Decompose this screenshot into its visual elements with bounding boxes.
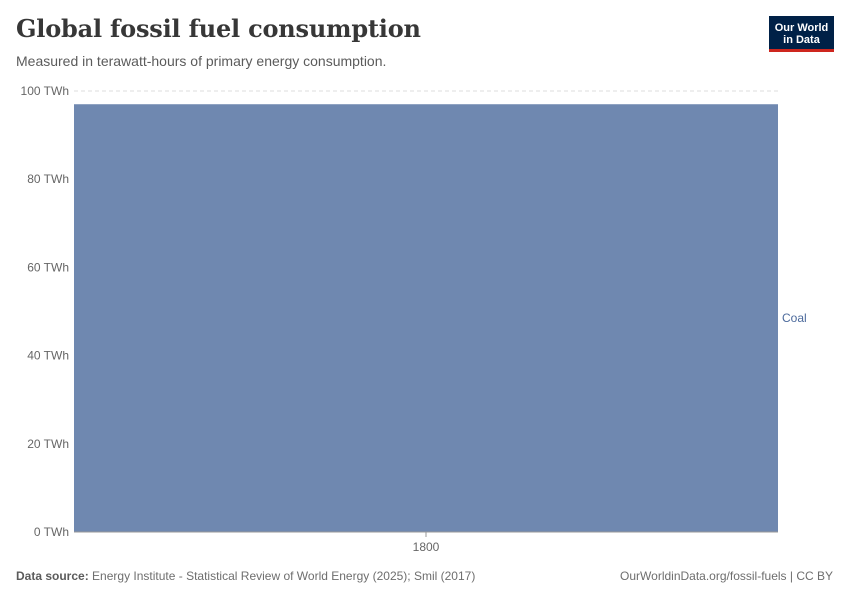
y-tick-label: 100 TWh: [21, 84, 69, 98]
area-coal[interactable]: [74, 104, 778, 532]
chart-title: Global fossil fuel consumption: [16, 14, 421, 43]
y-tick-label: 0 TWh: [34, 525, 69, 539]
x-tick-labels: 1800: [413, 540, 440, 554]
owid-logo[interactable]: Our World in Data: [769, 16, 834, 52]
y-tick-label: 20 TWh: [27, 437, 69, 451]
logo-line-1: Our World: [774, 21, 829, 34]
logo-line-2: in Data: [783, 33, 820, 46]
series-areas: [74, 104, 778, 532]
axes: [74, 531, 778, 537]
chart-subtitle: Measured in terawatt-hours of primary en…: [16, 53, 387, 69]
y-tick-label: 40 TWh: [27, 349, 69, 363]
data-source-text[interactable]: Energy Institute - Statistical Review of…: [92, 569, 476, 583]
series-labels: Coal: [782, 311, 807, 325]
data-source-label: Data source:: [16, 569, 89, 583]
y-tick-label: 80 TWh: [27, 172, 69, 186]
x-tick-label: 1800: [413, 540, 440, 554]
y-tick-labels: 0 TWh 20 TWh 40 TWh 60 TWh 80 TWh 100 TWh: [21, 84, 69, 539]
y-tick-label: 60 TWh: [27, 260, 69, 274]
data-source: Data source: Energy Institute - Statisti…: [16, 569, 475, 583]
url-license[interactable]: OurWorldinData.org/fossil-fuels | CC BY: [620, 569, 833, 583]
series-label-coal[interactable]: Coal: [782, 311, 807, 325]
